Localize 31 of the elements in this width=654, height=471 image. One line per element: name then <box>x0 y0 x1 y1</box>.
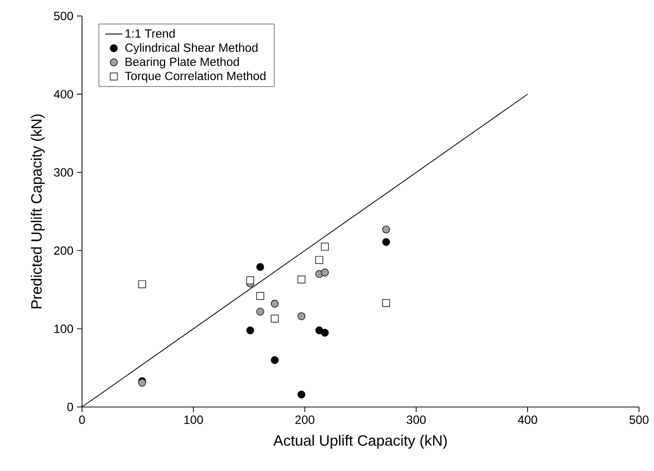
x-tick-label: 0 <box>79 416 85 424</box>
y-tick-label: 100 <box>54 324 74 334</box>
y-tick-label: 0 <box>67 402 74 412</box>
point <box>256 263 264 271</box>
point <box>270 356 279 364</box>
point <box>320 328 329 337</box>
point <box>246 276 254 284</box>
point <box>138 280 146 288</box>
x-tick-label: 100 <box>184 416 203 424</box>
point <box>382 238 390 246</box>
y-tick-label: 400 <box>54 90 74 98</box>
x-tick-label: 300 <box>406 416 426 424</box>
point <box>256 308 264 316</box>
legend-label: 1:1 Trend <box>126 28 175 38</box>
y-tick-label: 300 <box>54 168 74 177</box>
point <box>382 226 390 234</box>
point <box>246 326 254 334</box>
y-tick-label: 200 <box>54 246 74 255</box>
point <box>298 390 306 398</box>
legend-label: Cylindrical Shear Method <box>125 43 258 54</box>
legend-label: Torque Correlation Method <box>124 71 266 83</box>
x-tick-label: 200 <box>295 416 314 424</box>
point <box>270 300 279 308</box>
point <box>298 312 306 320</box>
x-tick-label: 400 <box>518 416 538 424</box>
x-tick-label: 500 <box>630 416 649 424</box>
y-axis-title: Predicted Uplift Capacity (kN) <box>30 114 45 308</box>
y-tick-label: 500 <box>54 12 74 20</box>
x-axis-title: Actual Uplift Capacity (kN) <box>273 434 447 449</box>
legend-label: Bearing Plate Method <box>126 57 239 68</box>
point <box>320 268 329 276</box>
